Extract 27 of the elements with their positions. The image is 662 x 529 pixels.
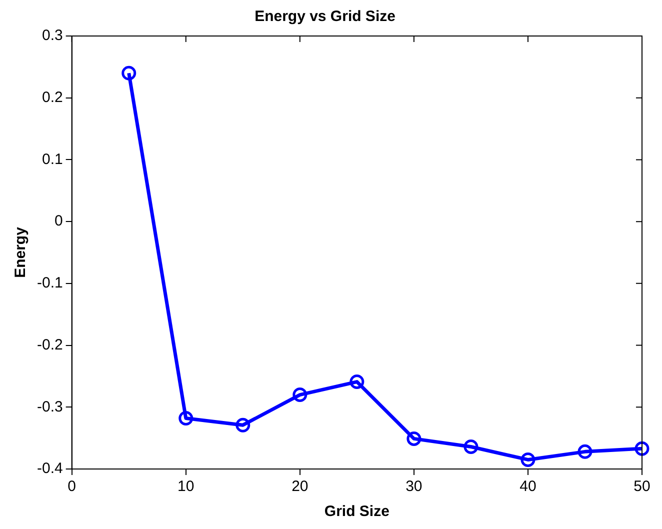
x-axis-title: Grid Size bbox=[324, 503, 390, 520]
point bbox=[350, 374, 364, 390]
x-tick-label: 0 bbox=[68, 478, 76, 496]
x-tick-label: 50 bbox=[634, 478, 650, 496]
y-tick-label: 0.3 bbox=[42, 27, 63, 44]
y-tick-label: 0.1 bbox=[42, 150, 63, 168]
point bbox=[464, 439, 478, 454]
point bbox=[236, 418, 250, 432]
y-tick-label: -0.1 bbox=[36, 274, 63, 292]
x-tick-label: 30 bbox=[406, 478, 422, 496]
y-tick-label: 0 bbox=[54, 212, 63, 230]
point bbox=[578, 444, 592, 459]
x-tick-label: 10 bbox=[178, 478, 194, 496]
y-tick-label: -0.3 bbox=[36, 398, 63, 416]
point bbox=[634, 441, 650, 456]
y-axis-title: Energy bbox=[12, 226, 30, 278]
point bbox=[178, 411, 194, 426]
y-tick-label: 0.2 bbox=[42, 89, 63, 106]
point bbox=[122, 66, 136, 80]
chart-title: Energy vs Grid Size bbox=[254, 8, 396, 26]
y-tick-label: -0.4 bbox=[36, 460, 63, 478]
y-tick-label: -0.2 bbox=[36, 336, 63, 354]
point bbox=[292, 388, 308, 402]
point bbox=[406, 431, 422, 446]
x-tick-label: 40 bbox=[520, 478, 536, 496]
x-tick-label: 20 bbox=[292, 478, 308, 496]
point bbox=[520, 452, 536, 467]
